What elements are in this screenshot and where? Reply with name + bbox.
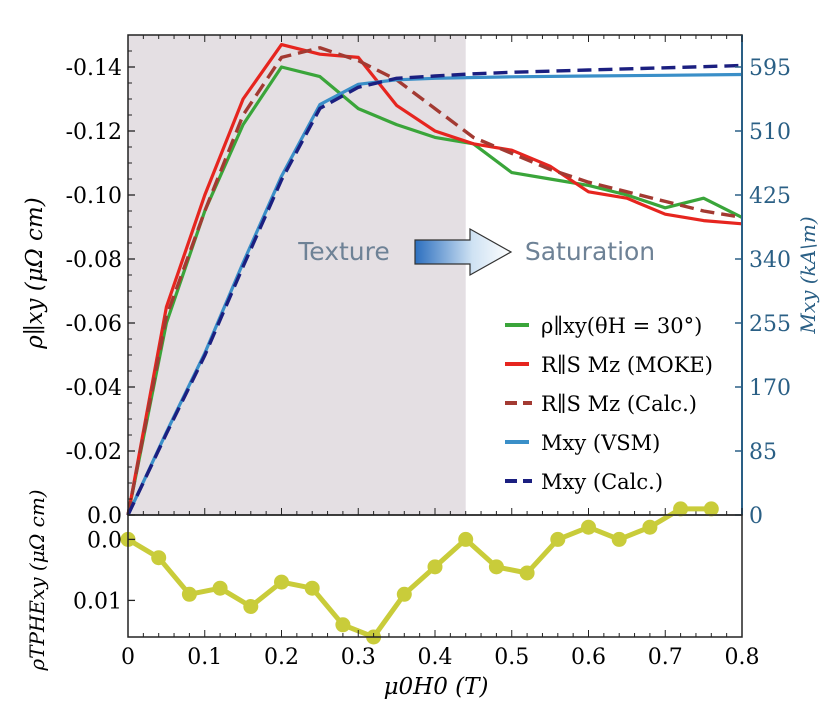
tphe-point [212,580,228,596]
tphe-point [642,519,658,535]
bottom-y-tick-label: 0.01 [73,589,122,614]
tphe-point [550,531,566,547]
tphe-point [458,531,474,547]
y2-tick-label: 510 [749,120,791,145]
tphe-point [274,574,289,590]
x-tick-label: 0.5 [494,645,529,670]
y2-tick-label: 85 [749,440,777,465]
legend-label-0: ρ∥xy(θH = 30°) [541,314,702,338]
legend-label-3: Mxy (VSM) [541,431,660,455]
tphe-point [581,519,596,535]
y2-tick-label: 255 [749,312,791,337]
left-y-axis-label: ρ∥xy (μΩ cm) [22,197,48,349]
x-axis-label: μ0H0 (T) [384,674,489,700]
tphe-line [126,506,712,640]
main-panel: 0.0 -0.02 -0.04 -0.06 -0.08 -0.10 -0.12 -0.14 0… [66,34,791,529]
annotation-texture: Texture [297,237,390,266]
bottom-panel: 0.0 0.01 0 0.1 0.2 0.3 0.4 0.5 0.6 0.7 0.8 [73,501,760,670]
y-tick-label: -0.10 [66,184,122,209]
annotation-saturation: Saturation [525,237,655,266]
y2-tick-label: 0 [749,504,763,529]
series-line-4 [126,63,743,516]
bottom-y-axis-label: ρTPHExy (μΩ cm) [25,489,49,671]
y2-tick-label: 340 [749,248,791,273]
y2-tick-label: 425 [749,184,791,209]
bottom-x-ticks: 0 0.1 0.2 0.3 0.4 0.5 0.6 0.7 0.8 [121,630,760,670]
bottom-y-tick-label: 0.0 [87,528,122,553]
y2-tick-label: 170 [749,376,791,401]
tphe-point [181,586,197,602]
tphe-point [151,550,167,566]
x-tick-label: 0.8 [725,645,760,670]
y-tick-label: -0.14 [66,56,122,81]
y-tick-label: -0.02 [66,440,122,465]
y-tick-label: -0.08 [66,248,122,273]
y2-tick-label: 595 [749,56,791,81]
tphe-point [304,580,320,596]
x-tick-label: 0.3 [341,645,376,670]
legend-label-1: R∥S Mz (MOKE) [541,353,713,377]
tphe-point [396,586,412,602]
tphe-point [673,501,689,517]
series-line-2 [126,46,743,516]
x-tick-label: 0.4 [418,645,453,670]
right-y-ticks: 0 85 170 255 340 425 510 595 [735,56,791,529]
y-tick-label: 0.0 [87,504,122,529]
right-y-axis-label: Mxy (kA\m) [796,216,820,334]
tphe-point [427,559,443,575]
tphe-point [243,599,259,614]
legend-label-2: R∥S Mz (Calc.) [541,392,697,416]
x-tick-label: 0 [121,645,135,670]
tphe-point [335,617,351,633]
series-line-1 [126,42,743,516]
legend-label-4: Mxy (Calc.) [541,470,663,494]
transition-arrow [414,227,513,277]
y-tick-label: -0.04 [66,376,122,401]
series-line-0 [126,65,743,516]
x-tick-label: 0.7 [648,645,683,670]
left-y-ticks: 0.0 -0.02 -0.04 -0.06 -0.08 -0.10 -0.12 -0.14 [66,50,135,529]
y-tick-label: -0.06 [66,312,122,337]
tphe-point [519,565,535,581]
tphe-point [703,501,719,517]
tphe-point [611,531,627,547]
x-tick-label: 0.1 [187,645,222,670]
bottom-series-layer [120,501,719,645]
x-tick-label: 0.6 [571,645,606,670]
legend: ρ∥xy(θH = 30°) R∥S Mz (MOKE) R∥S Mz (Calc.… [505,314,713,494]
bottom-y-ticks: 0.0 0.01 [73,528,135,614]
y-tick-label: -0.12 [66,120,122,145]
x-tick-label: 0.2 [264,645,299,670]
main-series-layer [126,42,743,516]
tphe-point [488,559,504,575]
